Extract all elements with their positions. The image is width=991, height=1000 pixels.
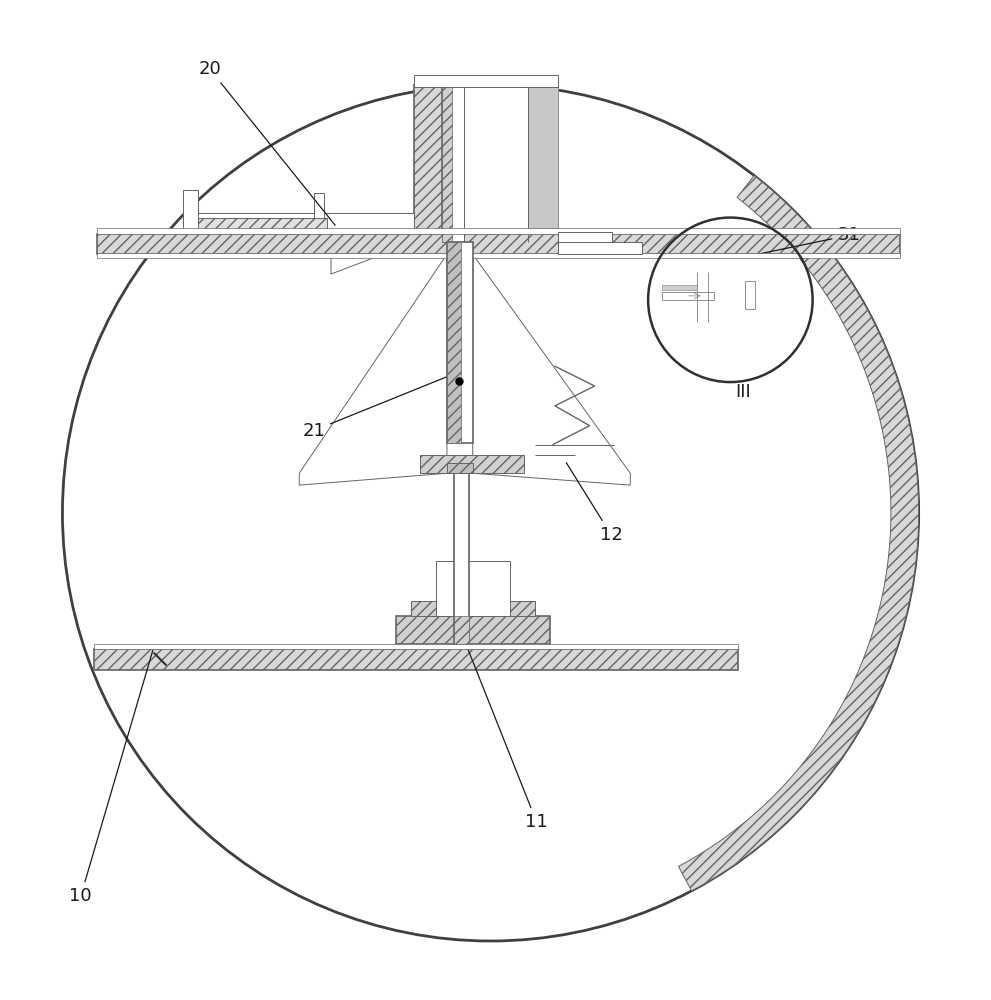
Bar <box>183 218 327 229</box>
Text: III: III <box>735 383 751 401</box>
Bar <box>558 242 642 254</box>
Text: 11: 11 <box>463 636 548 831</box>
Bar <box>447 242 473 443</box>
Bar <box>97 234 900 254</box>
Text: 21: 21 <box>302 376 448 440</box>
Bar <box>396 616 550 644</box>
Polygon shape <box>331 242 414 274</box>
Bar <box>436 561 510 616</box>
Bar <box>745 281 755 309</box>
Bar <box>505 601 535 616</box>
Bar <box>183 190 198 229</box>
Bar <box>97 253 900 258</box>
Bar <box>662 292 714 300</box>
Bar <box>183 213 414 229</box>
Bar <box>447 242 461 443</box>
Bar <box>442 85 464 242</box>
Bar <box>94 644 738 649</box>
Text: 20: 20 <box>198 60 335 225</box>
Bar <box>314 193 324 218</box>
Text: 10: 10 <box>69 650 153 905</box>
Bar <box>411 601 441 616</box>
Bar <box>94 649 738 670</box>
Bar <box>442 85 452 242</box>
Bar <box>558 232 612 242</box>
Circle shape <box>62 85 919 941</box>
Bar <box>420 455 524 473</box>
Bar <box>454 473 469 644</box>
Bar <box>662 285 697 290</box>
Polygon shape <box>679 176 919 891</box>
Bar <box>414 75 558 87</box>
Polygon shape <box>299 254 447 485</box>
Bar <box>454 616 469 644</box>
Text: 12: 12 <box>566 463 622 544</box>
Polygon shape <box>473 254 630 485</box>
Bar <box>97 228 900 234</box>
Text: 31: 31 <box>746 226 860 257</box>
Bar <box>447 463 473 473</box>
Bar <box>414 85 442 242</box>
Bar <box>528 85 558 242</box>
